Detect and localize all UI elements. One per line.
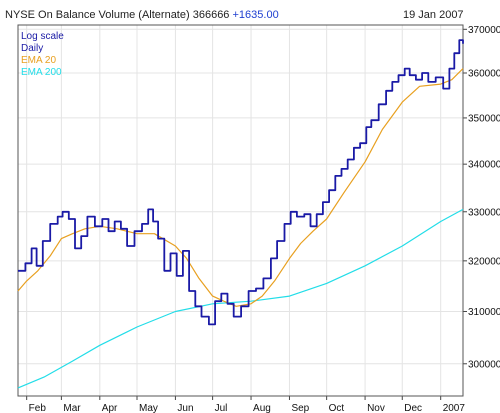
y-tick-label: 350000: [468, 113, 500, 124]
x-tick-label: May: [139, 403, 158, 413]
y-tick-label: 300000: [468, 359, 500, 370]
legend-daily: Daily: [21, 43, 44, 54]
y-tick-label: 370000: [468, 25, 500, 36]
x-tick-label: Dec: [404, 403, 422, 413]
x-tick-label: Apr: [102, 403, 118, 413]
x-tick-label: Jul: [215, 403, 228, 413]
chart-title-line: NYSE On Balance Volume (Alternate) 36666…: [5, 9, 279, 21]
x-tick-label: Oct: [329, 403, 345, 413]
legend-ema-20: EMA 20: [21, 55, 57, 66]
series-line-daily: [18, 39, 464, 326]
legend-ema-200: EMA 200: [21, 67, 62, 78]
x-tick-label: Feb: [29, 403, 47, 413]
series-line-ema-200: [17, 208, 464, 389]
plot-area: [18, 25, 463, 396]
chart-title: NYSE On Balance Volume (Alternate): [5, 9, 190, 21]
x-tick-label: Jun: [177, 403, 193, 413]
plot-frame: [17, 24, 464, 397]
y-tick-label: 360000: [468, 69, 500, 80]
x-tick-label: Mar: [63, 403, 81, 413]
y-tick-label: 320000: [468, 256, 500, 267]
y-tick-label: 310000: [468, 307, 500, 318]
x-tick-label: 2007: [443, 403, 466, 413]
x-tick-label: Aug: [253, 403, 271, 413]
legend-log-scale: Log scale: [21, 31, 64, 42]
change-value: +1635.00: [232, 9, 279, 21]
y-tick-label: 340000: [468, 160, 500, 171]
last-value: 366666: [192, 9, 230, 21]
x-tick-label: Nov: [367, 403, 385, 413]
x-tick-label: Sep: [291, 403, 309, 413]
chart-date: 19 Jan 2007: [403, 9, 464, 21]
y-tick-label: 330000: [468, 207, 500, 218]
chart-legend: Log scale Daily EMA 20 EMA 200: [21, 31, 64, 79]
